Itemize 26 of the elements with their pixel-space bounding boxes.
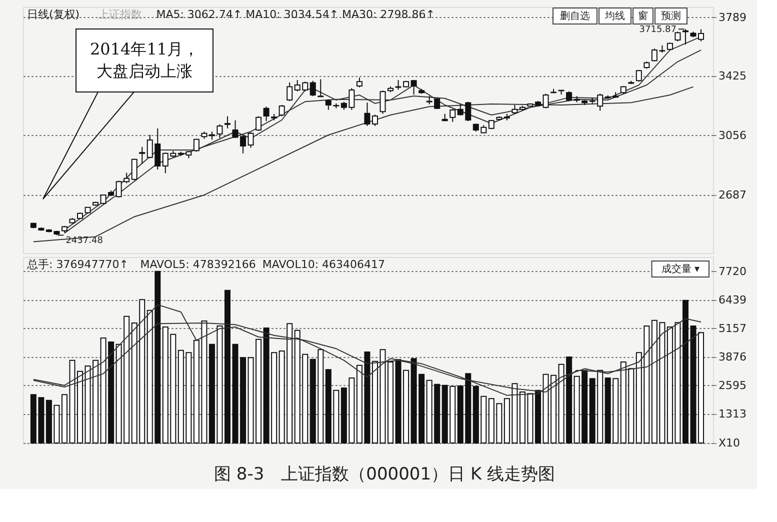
annotation: 2014年11月，大盘启动上涨 [90, 40, 200, 80]
annotation: MA5: 3062.74↑ MA10: 3034.54↑ MA30: 2798.86↑ [156, 8, 435, 21]
y-tick-label: 2687 [718, 188, 746, 202]
annotation: 总手: 376947770↑ [26, 258, 128, 271]
y-tick-label: 6439 [718, 293, 746, 306]
y-tick-label: 3425 [718, 69, 746, 82]
annotation: 成交量 ▾ [661, 263, 700, 275]
y-tick-label: 3056 [718, 128, 746, 142]
y-tick-label: 1313 [718, 407, 746, 420]
annotation: 预测 [661, 10, 681, 22]
y-tick-label: 3876 [718, 350, 746, 364]
annotation: 窗 [638, 10, 648, 22]
annotation: 删自选 [560, 10, 590, 22]
annotation: 3715.87 [639, 25, 676, 36]
annotation: 日线(复权) [27, 8, 80, 21]
annotation: 2437.48 [66, 236, 104, 246]
y-tick-label: X10 [718, 436, 740, 450]
annotation: MAVOL10: 463406417 [262, 258, 386, 271]
y-tick-label: 5157 [718, 322, 746, 335]
annotation: MAVOL5: 478392166 [140, 258, 256, 271]
text: 图 8-3 上证指数（000001）日 K 线走势图 [214, 464, 556, 484]
y-tick-label: 7720 [718, 264, 746, 278]
annotation: 上证指数 [98, 8, 142, 21]
y-tick-label: 2595 [718, 378, 746, 392]
annotation: 均线 [604, 10, 625, 22]
y-tick-label: 3789 [718, 10, 746, 24]
